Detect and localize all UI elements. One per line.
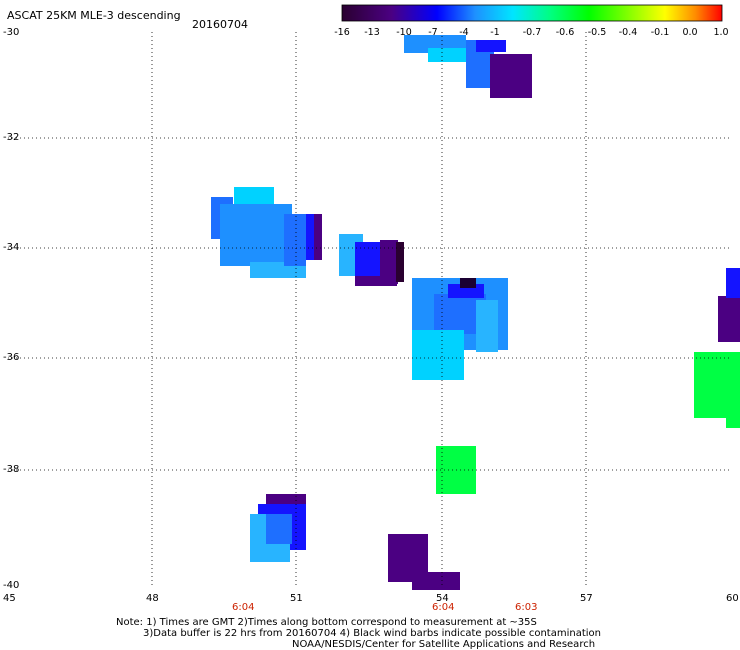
time-label: 6:04 <box>232 602 255 613</box>
data-cell <box>234 187 274 207</box>
y-tick-label: -38 <box>3 464 20 475</box>
colorbar-label: -0.7 <box>522 27 542 38</box>
x-tick-label: 60 <box>726 593 739 604</box>
x-tick-label: 51 <box>290 593 303 604</box>
colorbar-label: 0.0 <box>682 27 698 38</box>
colorbar-label: -16 <box>334 27 350 38</box>
y-tick-label: -36 <box>3 352 20 363</box>
data-cell <box>266 514 292 544</box>
data-cell <box>355 276 397 286</box>
data-cell <box>726 352 740 428</box>
data-cell <box>396 242 404 282</box>
note-line-1: Note: 1) Times are GMT 2)Times along bot… <box>116 617 537 628</box>
y-tick-label: -30 <box>3 27 20 38</box>
colorbar-label: -7 <box>428 27 438 38</box>
data-cell <box>412 330 464 380</box>
data-cell <box>428 48 468 62</box>
data-cell <box>380 240 398 284</box>
data-cell <box>476 40 506 52</box>
colorbar-label: -0.4 <box>618 27 638 38</box>
colorbar-label: -1 <box>490 27 500 38</box>
y-tick-label: -40 <box>3 580 20 591</box>
colorbar-label: -0.6 <box>555 27 575 38</box>
colorbar-label: -13 <box>364 27 380 38</box>
colorbar <box>341 4 723 22</box>
y-tick-label: -32 <box>3 132 20 143</box>
note-line-2: 3)Data buffer is 22 hrs from 20160704 4)… <box>143 628 601 639</box>
plot-title: ASCAT 25KM MLE-3 descending <box>7 9 181 22</box>
note-line-3: NOAA/NESDIS/Center for Satellite Applica… <box>292 639 596 650</box>
colorbar-label: 1.0 <box>713 27 729 38</box>
data-cell <box>460 278 476 288</box>
data-cell <box>412 572 460 590</box>
x-tick-label: 57 <box>580 593 593 604</box>
x-tick-label: 54 <box>436 593 449 604</box>
data-cell <box>726 268 740 298</box>
data-cell <box>220 204 292 266</box>
data-cell <box>284 214 306 266</box>
map-grid <box>8 32 732 588</box>
colorbar-label: -0.5 <box>587 27 607 38</box>
time-label: 6:03 <box>515 602 538 613</box>
colorbar-label: -10 <box>396 27 412 38</box>
y-tick-label: -34 <box>3 242 20 253</box>
x-tick-label: 45 <box>3 593 16 604</box>
time-label: 6:04 <box>432 602 455 613</box>
colorbar-label: -4 <box>459 27 469 38</box>
data-cell <box>476 300 498 352</box>
colorbar-label: -0.1 <box>650 27 670 38</box>
data-cells <box>211 35 740 590</box>
data-cell <box>490 54 532 98</box>
plot-date: 20160704 <box>192 18 248 31</box>
data-cell <box>314 214 322 260</box>
data-cell <box>718 296 740 342</box>
x-tick-label: 48 <box>146 593 159 604</box>
